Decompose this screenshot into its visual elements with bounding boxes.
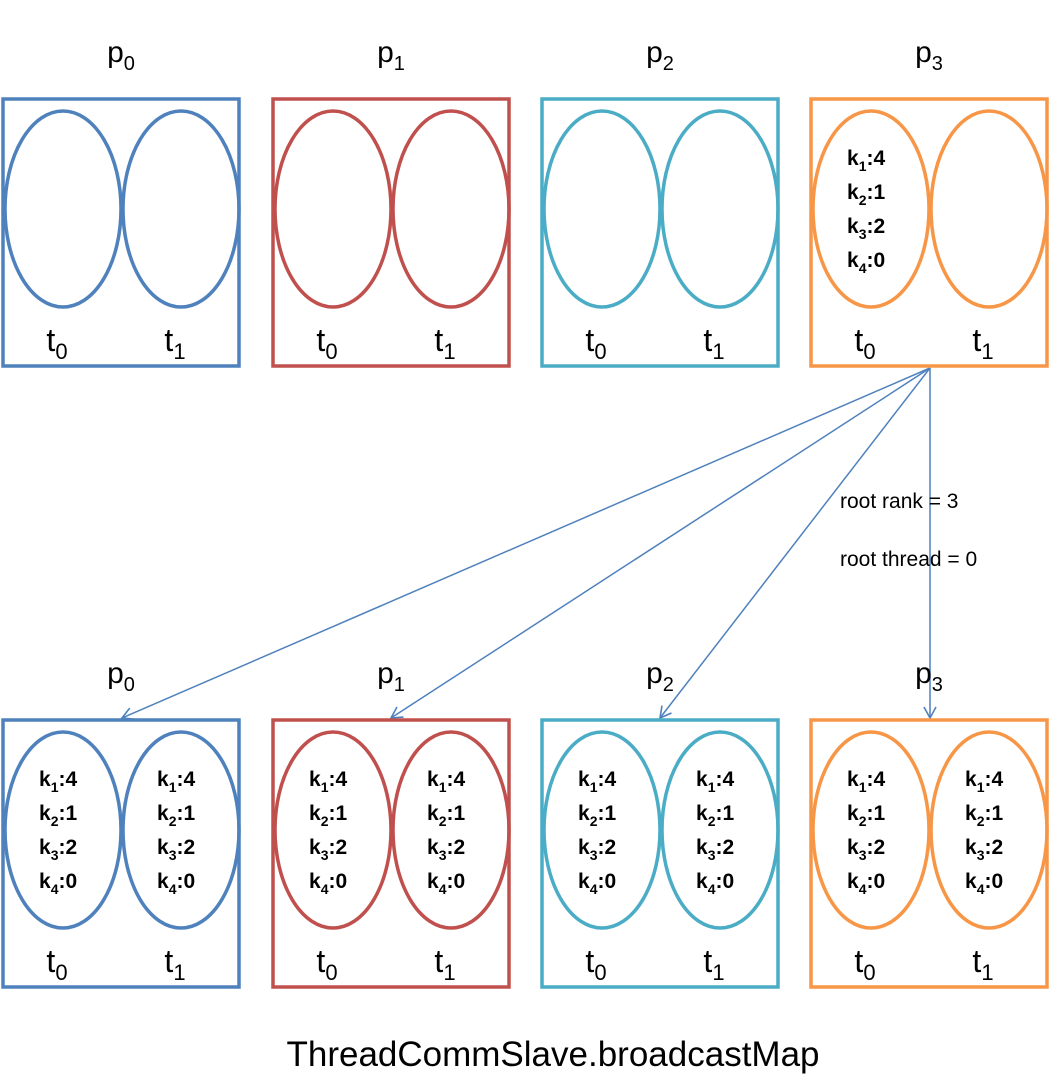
root-rank-annotation: root rank = 3 (840, 490, 958, 513)
thread-label: t0 (316, 322, 337, 364)
after-broadcast-row: p0k1:4k2:1k3:2k4:0t0k1:4k2:1k3:2k4:0t1p1… (1, 657, 1049, 989)
process-label: p0 (107, 36, 135, 75)
map-entry: k2:1 (696, 802, 734, 829)
map-entry: k2:1 (39, 802, 77, 829)
map-entry: k4:0 (578, 870, 616, 897)
process-label: p1 (377, 657, 405, 696)
thread-ellipse (121, 730, 241, 930)
thread-ellipse (811, 109, 931, 309)
broadcast-arrow-to-p1 (389, 367, 931, 719)
map-entry: k2:1 (427, 802, 465, 829)
map-entry: k3:2 (427, 836, 465, 863)
thread-ellipse (929, 109, 1049, 309)
process-before-p1: p1 t0 t1 (271, 36, 511, 368)
map-entry: k2:1 (847, 802, 885, 829)
process-label: p2 (646, 657, 674, 696)
process-before-p3: p3 k1:4 k2:1 k3:2 k4:0 t0 t1 (809, 36, 1049, 368)
map-entry: k3:2 (157, 836, 195, 863)
broadcast-arrow-to-p2 (658, 367, 931, 720)
process-after-p2: p2 k1:4 k2:1 k3:2 k4:0 t0 k1:4 k2:1 k3:2 k4:0 t1 (540, 657, 780, 989)
map-entry: k1:4 (847, 768, 885, 795)
broadcast-arrows (120, 367, 937, 720)
thread-label: t1 (434, 322, 455, 364)
map-entry: k2:1 (157, 802, 195, 829)
thread-label: t1 (164, 322, 185, 364)
process-before-p0: p0 t0 t1 (1, 36, 241, 368)
thread-ellipse (929, 730, 1049, 930)
process-label: p2 (646, 36, 674, 75)
map-entry: k3:2 (696, 836, 734, 863)
process-label: p3 (915, 36, 943, 75)
thread-ellipse (273, 730, 393, 930)
thread-label: t0 (854, 322, 875, 364)
process-label: p3 (915, 657, 943, 696)
thread-label: t0 (854, 943, 875, 985)
map-entry: k2:1 (309, 802, 347, 829)
process-label: p0 (107, 657, 135, 696)
map-entry: k3:2 (847, 215, 885, 242)
process-after-p0: p0 k1:4 k2:1 k3:2 k4:0 t0 k1:4 k2:1 k3:2 k4:0 t1 (1, 657, 241, 989)
thread-label: t1 (164, 943, 185, 985)
before-broadcast-row: p0 t0 t1 p1 t0 t1 p2 t0 t1 p3 k1:4 k2:1 k3:2 k4:0 t0 t1 (1, 36, 1049, 368)
thread-ellipse (391, 109, 511, 309)
thread-label: t0 (46, 943, 67, 985)
map-entry: k3:2 (847, 836, 885, 863)
thread-label: t1 (434, 943, 455, 985)
diagram-title: ThreadCommSlave.broadcastMap (286, 1035, 819, 1074)
thread-ellipse (3, 730, 123, 930)
map-entry: k2:1 (847, 181, 885, 208)
thread-ellipse (811, 730, 931, 930)
thread-label: t0 (46, 322, 67, 364)
map-entry: k3:2 (39, 836, 77, 863)
thread-ellipse (542, 109, 662, 309)
thread-ellipse (660, 109, 780, 309)
map-entry: k3:2 (578, 836, 616, 863)
map-entry: k4:0 (157, 870, 195, 897)
process-label: p1 (377, 36, 405, 75)
map-entry: k3:2 (965, 836, 1003, 863)
broadcast-arrow-to-p0 (120, 367, 931, 720)
process-after-p3: p3 k1:4 k2:1 k3:2 k4:0 t0 k1:4 k2:1 k3:2 k4:0 t1 (809, 657, 1049, 989)
root-thread-annotation: root thread = 0 (840, 548, 977, 571)
map-entry: k1:4 (39, 768, 77, 795)
map-entry: k3:2 (309, 836, 347, 863)
map-entry: k1:4 (965, 768, 1003, 795)
map-entry: k1:4 (427, 768, 465, 795)
thread-ellipse (273, 109, 393, 309)
map-entry: k1:4 (847, 147, 885, 174)
map-entry: k4:0 (965, 870, 1003, 897)
thread-ellipse (391, 730, 511, 930)
thread-label: t1 (972, 943, 993, 985)
map-entry: k1:4 (309, 768, 347, 795)
map-entry: k4:0 (427, 870, 465, 897)
map-entry: k4:0 (309, 870, 347, 897)
map-entry: k4:0 (39, 870, 77, 897)
map-entry: k1:4 (578, 768, 616, 795)
thread-label: t1 (703, 322, 724, 364)
map-entry: k1:4 (157, 768, 195, 795)
process-before-p2: p2 t0 t1 (540, 36, 780, 368)
map-entry: k4:0 (847, 870, 885, 897)
thread-label: t0 (316, 943, 337, 985)
process-after-p1: p1 k1:4 k2:1 k3:2 k4:0 t0 k1:4 k2:1 k3:2 k4:0 t1 (271, 657, 511, 989)
thread-label: t1 (703, 943, 724, 985)
map-entry: k4:0 (847, 249, 885, 276)
thread-label: t0 (585, 322, 606, 364)
thread-label: t1 (972, 322, 993, 364)
map-entry: k2:1 (578, 802, 616, 829)
thread-ellipse (660, 730, 780, 930)
thread-ellipse (3, 109, 123, 309)
thread-ellipse (542, 730, 662, 930)
thread-label: t0 (585, 943, 606, 985)
map-entry: k2:1 (965, 802, 1003, 829)
thread-ellipse (121, 109, 241, 309)
map-entry: k4:0 (696, 870, 734, 897)
map-entry: k1:4 (696, 768, 734, 795)
